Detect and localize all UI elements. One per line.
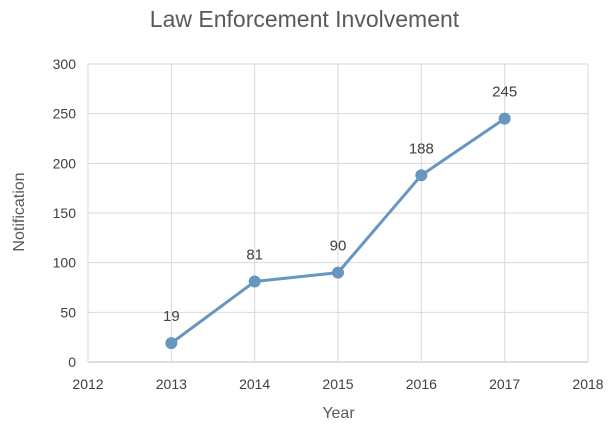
data-label: 245: [492, 84, 517, 101]
x-tick-labels: 2012 2013 2014 2015 2016 2017 2018: [72, 376, 603, 392]
x-tick-label: 2016: [406, 376, 437, 392]
x-tick-label: 2012: [72, 376, 103, 392]
y-tick-label: 250: [53, 106, 77, 122]
y-tick-label: 50: [60, 304, 76, 320]
y-tick-label: 300: [53, 56, 77, 72]
data-point: [415, 169, 428, 182]
x-tick-label: 2017: [489, 376, 520, 392]
y-tick-label: 0: [68, 354, 76, 370]
data-labels: 19 81 90 188 245: [163, 84, 517, 325]
data-point: [165, 337, 178, 350]
x-tick-label: 2015: [322, 376, 353, 392]
y-tick-label: 100: [53, 255, 77, 271]
y-tick-label: 150: [53, 205, 77, 221]
y-tick-label: 200: [53, 155, 77, 171]
data-label: 90: [330, 238, 347, 255]
grid: [87, 63, 589, 363]
data-point: [498, 112, 511, 125]
x-tick-label: 2014: [239, 376, 270, 392]
data-label: 188: [409, 140, 434, 157]
x-axis-label: Year: [322, 405, 355, 422]
data-label: 19: [163, 308, 180, 325]
chart-title: Law Enforcement Involvement: [149, 6, 460, 32]
x-tick-label: 2013: [156, 376, 187, 392]
data-label: 81: [246, 247, 263, 264]
series-group: [165, 112, 511, 350]
y-tick-labels: 0 50 100 150 200 250 300: [53, 56, 77, 370]
data-point: [332, 266, 344, 279]
x-tick-label: 2018: [572, 376, 603, 392]
data-point: [248, 275, 261, 288]
